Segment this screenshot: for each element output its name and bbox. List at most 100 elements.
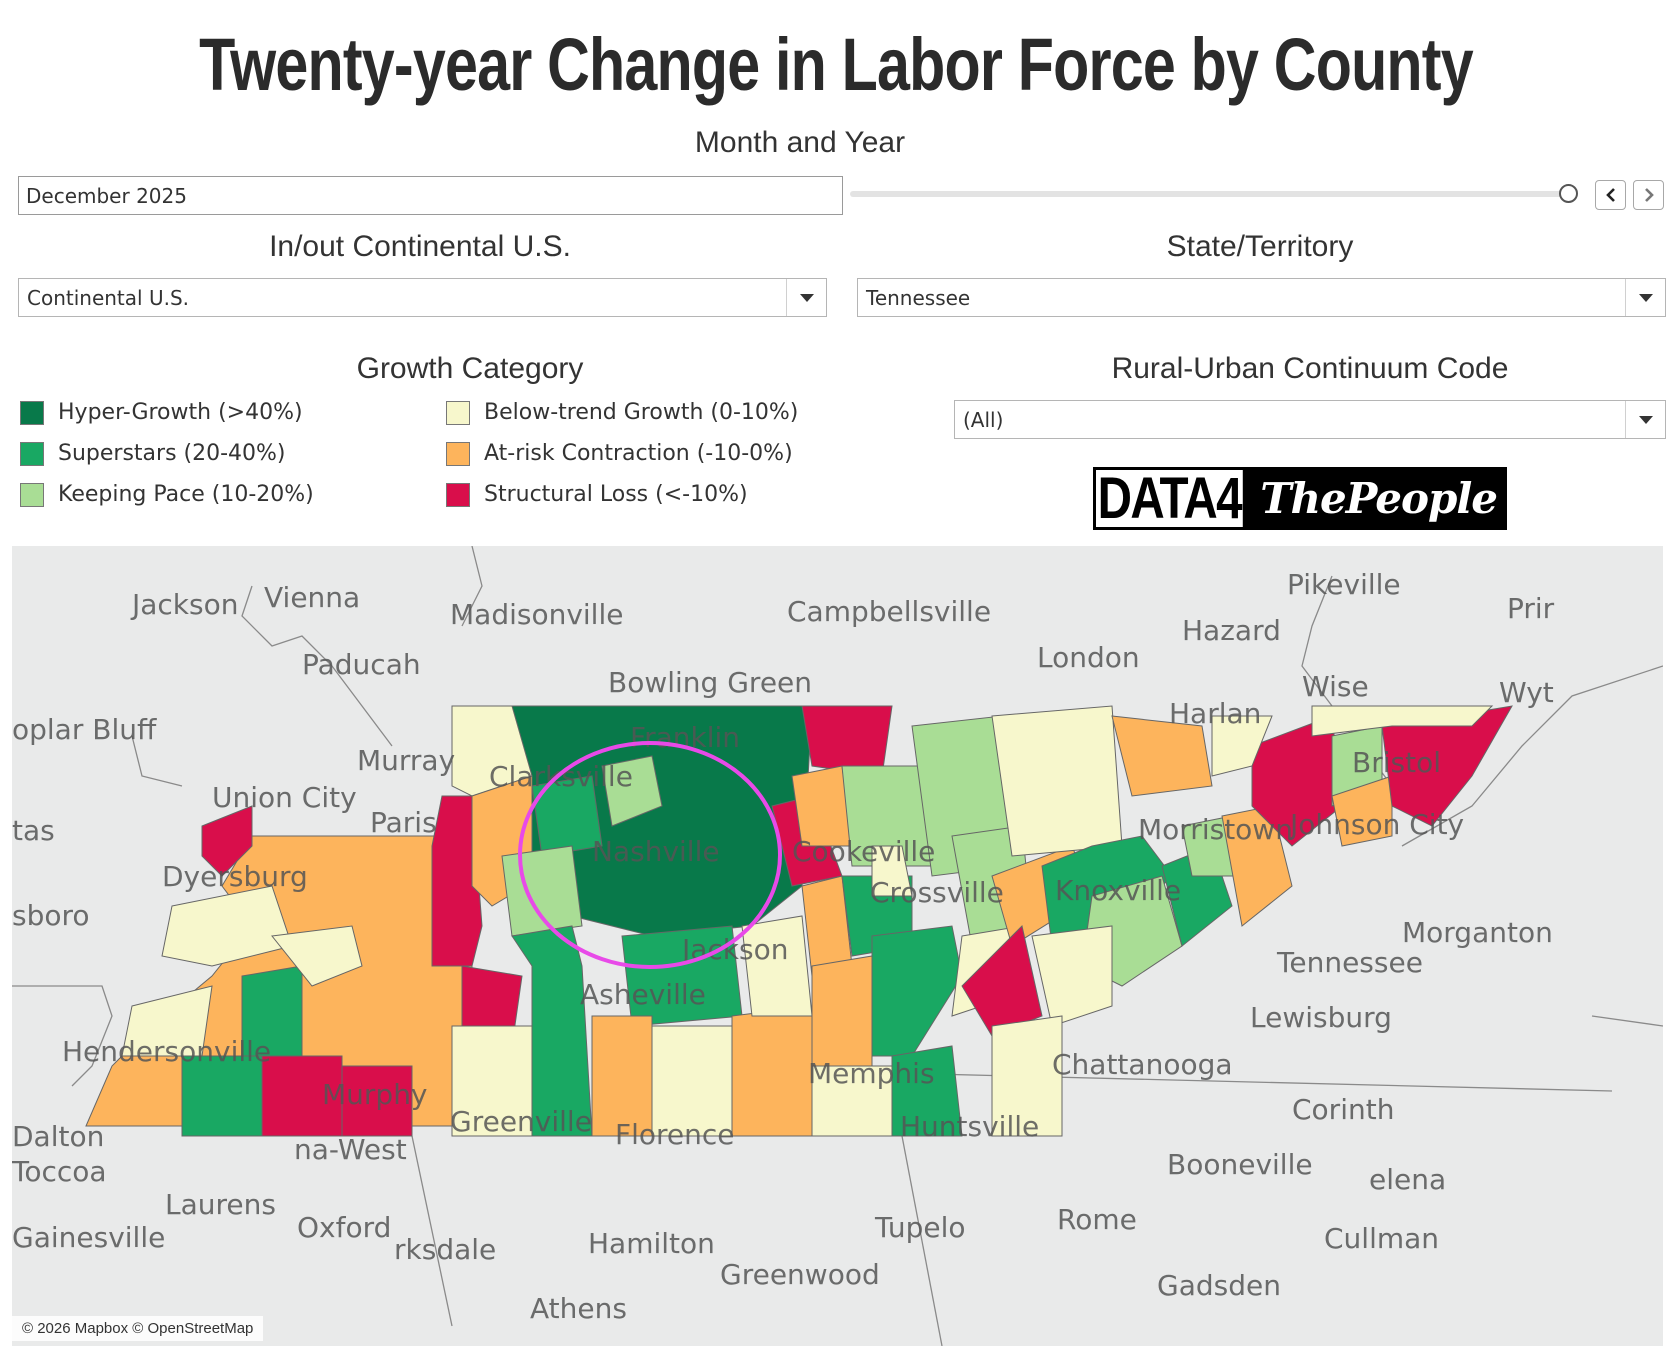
place-label: Clarksville xyxy=(489,760,633,793)
place-label: Murphy xyxy=(322,1078,428,1111)
caret-down-icon xyxy=(799,293,814,302)
place-label: elena xyxy=(1369,1163,1446,1196)
place-label: Hazard xyxy=(1182,614,1281,647)
legend-label: Superstars (20-40%) xyxy=(58,441,286,466)
in-out-value: Continental U.S. xyxy=(27,285,189,310)
in-out-dropdown-arrow[interactable] xyxy=(786,279,826,316)
rucc-label: Rural-Urban Continuum Code xyxy=(1111,352,1509,385)
place-label: na-West xyxy=(294,1133,407,1166)
place-label: Wise xyxy=(1302,670,1369,703)
state-label: State/Territory xyxy=(1166,230,1354,263)
legend-swatch xyxy=(446,441,470,466)
rucc-dropdown[interactable]: (All) xyxy=(954,400,1666,439)
place-label: Huntsville xyxy=(900,1110,1039,1143)
place-label: sboro xyxy=(12,899,90,932)
legend-item-hyper-growth[interactable]: Hyper-Growth (>40%) xyxy=(20,400,303,425)
place-label: London xyxy=(1037,641,1140,674)
place-label: Paducah xyxy=(302,648,421,681)
place-label: Booneville xyxy=(1167,1148,1313,1181)
place-label: Greenwood xyxy=(720,1258,880,1291)
logo-text-right: ThePeople xyxy=(1260,474,1498,523)
place-label: Hendersonville xyxy=(62,1035,271,1068)
place-label: Oxford xyxy=(297,1211,391,1244)
place-label: Gainesville xyxy=(12,1221,165,1254)
next-month-button[interactable] xyxy=(1633,180,1664,210)
growth-category-label: Growth Category xyxy=(356,352,584,385)
place-label: Lewisburg xyxy=(1250,1001,1392,1034)
place-label: Asheville xyxy=(580,978,706,1011)
place-label: Morristown xyxy=(1138,813,1293,846)
place-label: Morganton xyxy=(1402,916,1553,949)
state-borders xyxy=(12,546,1663,1346)
rucc-value: (All) xyxy=(963,407,1004,432)
legend-label: Below-trend Growth (0-10%) xyxy=(484,400,799,425)
place-label: Campbellsville xyxy=(787,595,991,628)
month-year-label: Month and Year xyxy=(694,126,906,159)
legend-item-superstars[interactable]: Superstars (20-40%) xyxy=(20,441,286,466)
place-label: Vienna xyxy=(264,581,360,614)
state-dropdown-arrow[interactable] xyxy=(1625,279,1665,316)
place-label: oplar Bluff xyxy=(12,713,157,746)
map-canvas[interactable]: Jackson Vienna Madisonville Campbellsville P… xyxy=(12,546,1663,1346)
place-label: Prir xyxy=(1507,592,1555,625)
place-label: Cookeville xyxy=(792,835,935,868)
logo-text-left: DATA4 xyxy=(1096,467,1243,530)
legend-item-at-risk[interactable]: At-risk Contraction (-10-0%) xyxy=(446,441,793,466)
in-out-label: In/out Continental U.S. xyxy=(269,230,571,263)
county-map[interactable]: Jackson Vienna Madisonville Campbellsville P… xyxy=(12,546,1663,1346)
place-label: Corinth xyxy=(1292,1093,1394,1126)
state-dropdown[interactable]: Tennessee xyxy=(857,278,1666,317)
place-label: Bristol xyxy=(1352,746,1441,779)
map-attribution: © 2026 Mapbox © OpenStreetMap xyxy=(12,1316,264,1341)
place-label: Murray xyxy=(357,744,455,777)
place-label: rksdale xyxy=(394,1233,496,1266)
place-label: Tupelo xyxy=(874,1211,966,1244)
previous-month-button[interactable] xyxy=(1595,180,1626,210)
in-out-dropdown[interactable]: Continental U.S. xyxy=(18,278,827,317)
legend-item-below-trend[interactable]: Below-trend Growth (0-10%) xyxy=(446,400,798,425)
place-label: Greenville xyxy=(450,1105,592,1138)
caret-down-icon xyxy=(1638,415,1653,424)
legend-label: At-risk Contraction (-10-0%) xyxy=(484,441,793,466)
place-label: Dyersburg xyxy=(162,860,308,893)
place-label: Laurens xyxy=(165,1188,276,1221)
place-label: Chattanooga xyxy=(1052,1048,1233,1081)
place-label: Nashville xyxy=(592,835,720,868)
rucc-dropdown-arrow[interactable] xyxy=(1625,401,1665,438)
place-label: Toccoa xyxy=(12,1155,107,1188)
legend-item-structural-loss[interactable]: Structural Loss (<-10%) xyxy=(446,482,748,507)
legend-swatch xyxy=(20,400,44,425)
place-label: Memphis xyxy=(808,1057,935,1090)
place-label: Cullman xyxy=(1324,1222,1439,1255)
place-label: Madisonville xyxy=(450,598,623,631)
legend-label: Hyper-Growth (>40%) xyxy=(58,400,303,425)
place-label: tas xyxy=(12,814,55,847)
caret-down-icon xyxy=(1638,293,1653,302)
legend-label: Keeping Pace (10-20%) xyxy=(58,482,314,507)
place-label: Harlan xyxy=(1169,697,1261,730)
place-label: Athens xyxy=(530,1292,627,1325)
legend-item-keeping-pace[interactable]: Keeping Pace (10-20%) xyxy=(20,482,314,507)
month-year-input[interactable]: December 2025 xyxy=(18,176,843,215)
chevron-right-icon xyxy=(1644,188,1654,202)
place-label: Tennessee xyxy=(1276,946,1423,979)
month-year-slider-thumb[interactable] xyxy=(1559,184,1578,203)
highlight-circle xyxy=(518,741,782,969)
legend-swatch xyxy=(20,482,44,507)
dashboard-title: Twenty-year Change in Labor Force by Cou… xyxy=(199,23,1473,106)
chevron-left-icon xyxy=(1605,188,1615,202)
tennessee-counties xyxy=(85,705,1513,1137)
place-label: Knoxville xyxy=(1055,874,1181,907)
place-label: Johnson City xyxy=(1288,808,1464,841)
place-label: Rome xyxy=(1057,1203,1137,1236)
place-label: Union City xyxy=(212,781,357,814)
place-label: Gadsden xyxy=(1157,1269,1281,1302)
place-label: Dalton xyxy=(12,1120,104,1153)
place-label: Bowling Green xyxy=(608,666,812,699)
legend-swatch xyxy=(446,400,470,425)
month-year-slider-track[interactable] xyxy=(850,191,1570,197)
data4thepeople-logo: DATA4 ThePeople xyxy=(1093,467,1507,530)
legend-swatch xyxy=(20,441,44,466)
place-labels: Jackson Vienna Madisonville Campbellsville P… xyxy=(12,568,1555,1325)
legend-swatch xyxy=(446,482,470,507)
